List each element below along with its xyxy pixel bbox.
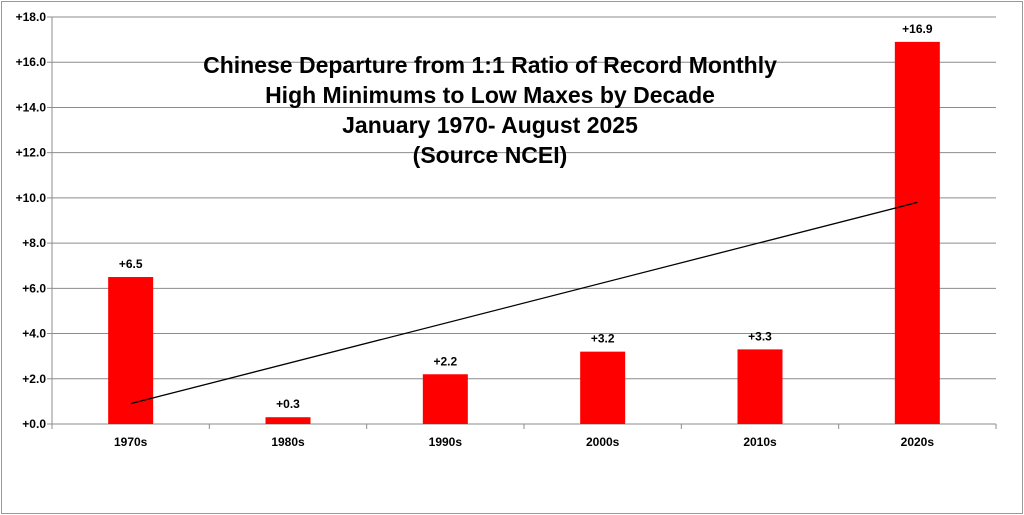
x-tick-label: 1990s (429, 435, 463, 449)
bar (422, 374, 468, 424)
bar (580, 351, 626, 424)
y-tick-label: +0.0 (22, 417, 46, 431)
data-labels: +6.5 +0.3 +2.2 +3.2 +3.3 +16.9 (119, 22, 933, 411)
y-tick-label: +4.0 (22, 327, 46, 341)
x-tick-label: 1970s (114, 435, 148, 449)
y-tick-label: +16.0 (16, 55, 47, 69)
y-tick-label: +8.0 (22, 236, 46, 250)
y-tick-label: +12.0 (16, 146, 47, 160)
bar (737, 349, 783, 424)
y-tick-label: +14.0 (16, 100, 47, 114)
bar (894, 41, 940, 424)
gridlines (47, 16, 997, 429)
chart-title-line-3: January 1970- August 2025 (342, 112, 638, 138)
bar (265, 417, 311, 424)
bars (108, 41, 940, 424)
data-label: +2.2 (433, 354, 457, 368)
y-tick-label: +18.0 (16, 10, 47, 24)
trendline-group (130, 201, 918, 405)
trendline (130, 201, 918, 405)
x-tick-label: 2010s (743, 435, 777, 449)
chart-title-line-2: High Minimums to Low Maxes by Decade (265, 82, 715, 108)
x-tick-label: 2020s (901, 435, 935, 449)
y-axis-ticks: +0.0 +2.0 +4.0 +6.0 +8.0 +10.0 +12.0 +14.0 +16.0… (16, 10, 47, 431)
x-tick-label: 1980s (271, 435, 305, 449)
x-tick-label: 2000s (586, 435, 620, 449)
x-axis-ticks: 1970s 1980s 1990s 2000s 2010s 2020s (114, 435, 934, 449)
data-label: +6.5 (119, 257, 143, 271)
chart-title-line-4: (Source NCEI) (412, 142, 568, 168)
data-label: +0.3 (276, 397, 300, 411)
data-label: +16.9 (902, 22, 933, 36)
bar (108, 277, 154, 424)
y-tick-label: +2.0 (22, 372, 46, 386)
chart-title: Chinese Departure from 1:1 Ratio of Reco… (140, 50, 840, 170)
y-tick-label: +6.0 (22, 281, 46, 295)
y-tick-label: +10.0 (16, 191, 47, 205)
data-label: +3.2 (591, 332, 615, 346)
chart-title-line-1: Chinese Departure from 1:1 Ratio of Reco… (203, 52, 777, 78)
data-label: +3.3 (748, 329, 772, 343)
